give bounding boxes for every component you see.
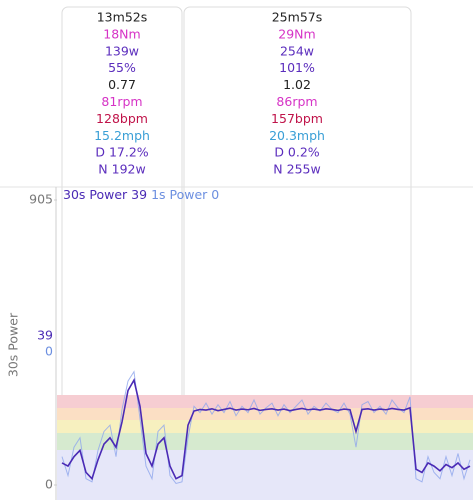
stat: 101% bbox=[279, 60, 315, 75]
legend-name: 30s Power bbox=[63, 187, 128, 202]
interval-card[interactable] bbox=[183, 6, 412, 500]
stat: 29Nm bbox=[278, 26, 315, 41]
stat: 254w bbox=[280, 43, 314, 58]
stat: 20.3mph bbox=[269, 128, 325, 143]
interval-card[interactable] bbox=[61, 6, 183, 500]
zone bbox=[57, 433, 473, 450]
zone bbox=[57, 450, 473, 500]
stat: 0.77 bbox=[108, 77, 136, 92]
stat: 25m57s bbox=[272, 10, 323, 25]
stat: 139w bbox=[105, 43, 139, 58]
stat: 81rpm bbox=[101, 94, 142, 109]
stat: 128bpm bbox=[96, 111, 148, 126]
zone bbox=[57, 395, 473, 408]
series-line bbox=[61, 370, 471, 484]
y-tick-label: 905 bbox=[29, 192, 53, 207]
stat: 55% bbox=[108, 60, 136, 75]
y-axis-title: 30s Power bbox=[6, 312, 21, 377]
stat: D 0.2% bbox=[274, 145, 319, 160]
current-value: 39 bbox=[37, 328, 53, 343]
stat: D 17.2% bbox=[95, 145, 148, 160]
legend-name: 1s Power bbox=[151, 187, 208, 202]
legend: 30s Power 39 1s Power 0 bbox=[63, 187, 219, 202]
y-tick-label: 0 bbox=[45, 477, 53, 492]
zones bbox=[57, 395, 473, 500]
stat: 18Nm bbox=[103, 26, 140, 41]
stat: 15.2mph bbox=[94, 128, 150, 143]
stat: 13m52s bbox=[97, 10, 148, 25]
zone bbox=[57, 420, 473, 433]
stat: 1.02 bbox=[283, 77, 311, 92]
stat: 157bpm bbox=[271, 111, 323, 126]
legend-value: 0 bbox=[211, 187, 219, 202]
stat: 86rpm bbox=[276, 94, 317, 109]
zone bbox=[57, 408, 473, 420]
stat: N 192w bbox=[98, 162, 145, 177]
legend-value: 39 bbox=[131, 187, 147, 202]
series-line bbox=[61, 377, 471, 481]
current-value: 0 bbox=[45, 344, 53, 359]
stat: N 255w bbox=[273, 162, 320, 177]
